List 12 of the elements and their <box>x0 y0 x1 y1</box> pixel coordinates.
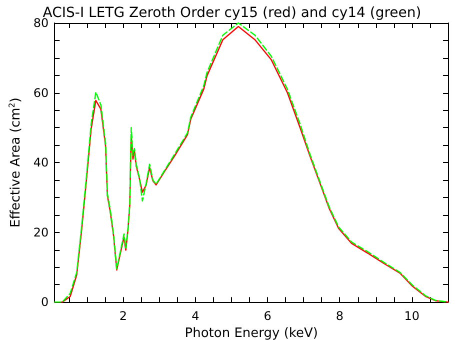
x-tick-label: 8 <box>336 309 344 324</box>
x-tick-label: 10 <box>404 309 420 324</box>
x-tick-label: 2 <box>119 309 128 324</box>
y-tick-label: 20 <box>33 225 49 240</box>
y-tick-label: 60 <box>33 86 49 100</box>
y-tick-label: 0 <box>41 295 49 310</box>
y-tick-label: 80 <box>33 16 49 30</box>
y-tick-label: 40 <box>33 156 49 170</box>
x-tick-label: 6 <box>264 309 272 324</box>
x-tick-label: 4 <box>192 309 200 324</box>
y-axis-title: Effective Area (cm2) <box>8 98 24 228</box>
x-axis-title: Photon Energy (keV) <box>184 326 318 341</box>
